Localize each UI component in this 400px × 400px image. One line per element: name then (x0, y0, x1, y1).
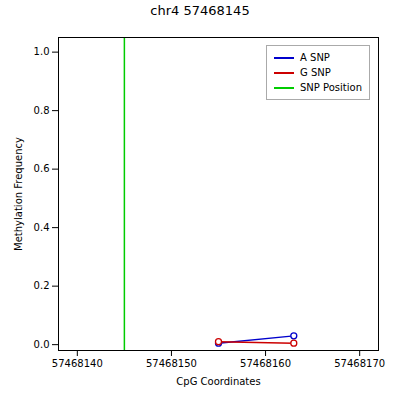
svg-text:0.8: 0.8 (34, 105, 50, 116)
svg-text:0.6: 0.6 (34, 163, 50, 174)
html-text:SNP Position: SNP Position (300, 82, 362, 93)
html-text:G SNP: G SNP (300, 67, 331, 78)
svg-text:Methylation Frequency: Methylation Frequency (13, 137, 24, 251)
svg-text:57468160: 57468160 (240, 358, 291, 369)
svg-text:0.0: 0.0 (34, 339, 50, 350)
svg-text:0.4: 0.4 (34, 222, 50, 233)
html-text:A SNP: A SNP (300, 52, 330, 63)
svg-text:CpG Coordinates: CpG Coordinates (176, 376, 260, 387)
svg-text:57468170: 57468170 (334, 358, 385, 369)
html-text:chr4 57468145: chr4 57468145 (150, 3, 250, 18)
svg-text:1.0: 1.0 (34, 46, 50, 57)
svg-text:57468150: 57468150 (146, 358, 197, 369)
svg-text:57468140: 57468140 (52, 358, 103, 369)
svg-text:0.2: 0.2 (34, 280, 50, 291)
